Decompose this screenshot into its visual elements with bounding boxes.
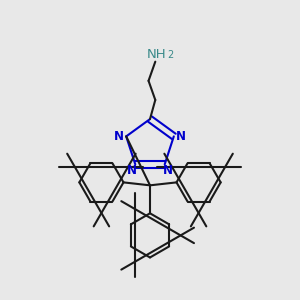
Text: NH: NH	[147, 48, 167, 61]
Text: N: N	[176, 130, 186, 143]
Text: N: N	[127, 164, 137, 177]
Text: N: N	[163, 164, 173, 177]
Text: N: N	[114, 130, 124, 143]
Text: 2: 2	[167, 50, 173, 60]
